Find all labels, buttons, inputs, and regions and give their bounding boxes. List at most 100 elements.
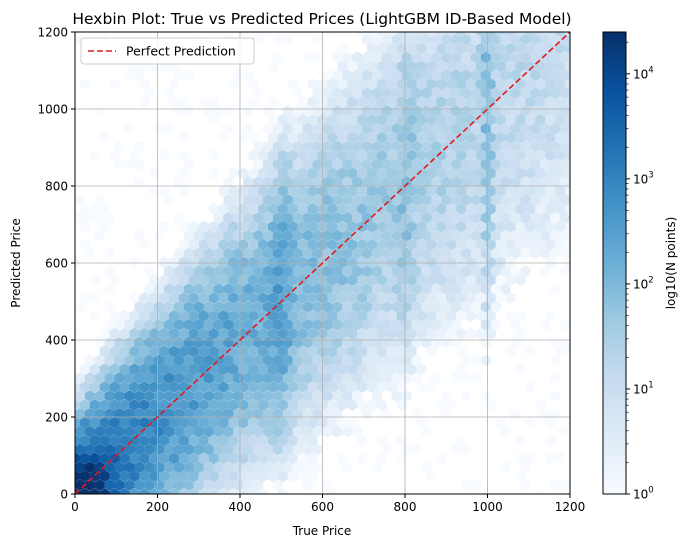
hexbin-cell (421, 283, 432, 295)
hexbin-cell (470, 354, 481, 367)
hexbin-cell (525, 113, 536, 126)
hexbin-cell (560, 194, 570, 206)
hexbin-cell (193, 354, 204, 367)
hexbin-cell (466, 327, 476, 340)
hexbin-cell (159, 149, 170, 162)
hexbin-cell (193, 283, 204, 295)
hexbin-cell (99, 470, 110, 482)
hexbin-cell (213, 105, 224, 117)
hexbin-cell (371, 265, 382, 278)
hexbin-cell (139, 416, 150, 429)
hexbin-cell (540, 158, 551, 171)
hexbin-cell (362, 194, 373, 206)
hexbin-cell (560, 176, 570, 188)
hexbin-cell (342, 283, 353, 295)
hexbin-cell (228, 220, 239, 233)
hexbin-cell (446, 256, 457, 269)
hexbin-cell (243, 229, 254, 242)
hexbin-cell (580, 176, 590, 188)
hexbin-cell (84, 390, 95, 402)
hexbin-cell (470, 247, 481, 260)
hexbin-cell (307, 185, 318, 197)
hexbin-cell (545, 149, 556, 162)
hexbin-cell (411, 33, 422, 46)
hexbin-cell (337, 185, 348, 197)
hexbin-cell (198, 256, 209, 269)
hexbin-cell (337, 416, 348, 429)
hexbin-cell (342, 87, 353, 99)
hexbin-cell (391, 354, 402, 367)
hexbin-cell (327, 399, 338, 411)
hexbin-cell (203, 318, 214, 331)
hexbin-cell (233, 425, 244, 438)
hexbin-cell (520, 87, 531, 99)
hexbin-cell (436, 167, 447, 180)
hexbin-cell (243, 105, 254, 117)
hexbin-cell (208, 256, 219, 269)
hexbin-cell (243, 479, 254, 491)
hexbin-cell (530, 140, 541, 153)
hexbin-cell (411, 443, 422, 456)
hexbin-cell (411, 105, 422, 117)
colorbar-tick-exponent: 2 (648, 275, 653, 285)
hexbin-cell (371, 372, 382, 384)
hexbin-cell (114, 158, 125, 171)
hexbin-cell (431, 318, 442, 331)
hexbin-cell (500, 105, 511, 117)
hexbin-cell (282, 318, 293, 331)
hexbin-cell (347, 327, 358, 340)
hexbin-cell (282, 105, 293, 117)
hexbin-cell (89, 488, 100, 494)
hexbin-cell (431, 140, 442, 153)
hexbin-cell (277, 274, 288, 286)
hexbin-cell (381, 33, 392, 46)
hexbin-cell (268, 363, 278, 376)
hexbin-cell (446, 327, 457, 340)
hexbin-cell (287, 327, 298, 340)
hexbin-cell (193, 479, 204, 491)
hexbin-cell (381, 354, 392, 367)
hexbin-cell (357, 238, 368, 251)
hexbin-cell (535, 238, 546, 251)
hexbin-cell (327, 78, 338, 90)
hexbin-cell (426, 78, 437, 90)
hexbin-cell (510, 87, 521, 99)
hexbin-cell (332, 51, 343, 64)
hexbin-cell (431, 158, 442, 171)
hexbin-cell (134, 372, 145, 384)
hexbin-cell (198, 238, 209, 251)
hexbin-cell (292, 212, 303, 224)
hexbin-cell (560, 265, 570, 278)
hexbin-cell (575, 132, 585, 144)
hexbin-cell (456, 185, 467, 197)
hexbin-cell (401, 390, 412, 402)
hexbin-cell (124, 372, 135, 384)
hexbin-cell (178, 416, 189, 429)
hexbin-cell (451, 105, 462, 117)
hexbin-cell (500, 212, 511, 224)
hexbin-cell (248, 363, 259, 376)
hexbin-cell (555, 203, 566, 215)
hexbin-cell (367, 42, 377, 55)
hexbin-cell (302, 301, 313, 313)
hexbin-cell (322, 354, 333, 367)
hexbin-cell (357, 131, 368, 144)
hexbin-cell (475, 131, 486, 144)
hexbin-cell (436, 185, 447, 197)
hexbin-cell (436, 131, 447, 144)
hexbin-cell (401, 87, 412, 99)
hexbin-cell (475, 167, 486, 180)
hexbin-cell (104, 461, 115, 474)
hexbin-cell (75, 452, 80, 465)
hexbin-cell (565, 256, 570, 269)
hexbin-cell (342, 265, 353, 278)
hexbin-cell (391, 301, 402, 313)
hexbin-cell (426, 256, 437, 269)
hexbin-cell (500, 425, 511, 438)
hexbin-cell (94, 105, 105, 117)
hexbin-cell (297, 96, 308, 108)
hexbin-cell (426, 167, 437, 180)
hexbin-cell (228, 292, 239, 304)
hexbin-cell (386, 256, 397, 269)
hexbin-cell (332, 176, 343, 188)
